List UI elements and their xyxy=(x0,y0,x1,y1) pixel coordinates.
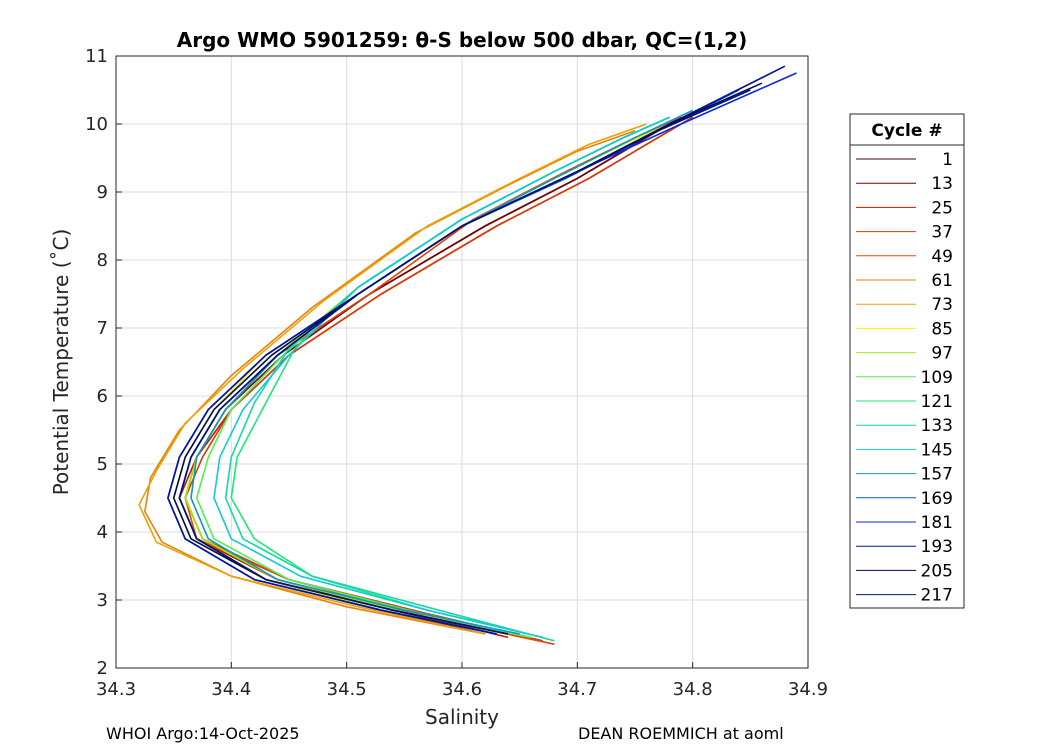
x-tick-label: 34.5 xyxy=(327,679,367,700)
series-line-cycle-145 xyxy=(213,116,670,639)
series-line-cycle-73 xyxy=(138,123,647,635)
legend-label-37: 37 xyxy=(931,223,953,243)
legend-label-25: 25 xyxy=(931,198,953,218)
footer-source-date: WHOI Argo:14-Oct-2025 xyxy=(106,724,300,743)
x-tick-label: 34.6 xyxy=(442,679,482,700)
y-tick-label: 4 xyxy=(97,522,108,543)
legend-label-193: 193 xyxy=(921,537,953,557)
legend: Cycle # 1 13 25 37 49 61 73 85 97 109 121 133 145 157… xyxy=(849,113,965,609)
x-axis-label: Salinity xyxy=(425,705,499,729)
legend-label-73: 73 xyxy=(931,295,953,315)
series-line-cycle-157 xyxy=(190,109,694,635)
legend-label-145: 145 xyxy=(921,440,953,460)
legend-label-121: 121 xyxy=(921,392,953,412)
axis-ticks: 34.3 34.4 34.5 34.6 34.7 34.8 34.9 2 3 4 5 6 7 8 9 10 11 xyxy=(85,46,828,700)
legend-label-13: 13 xyxy=(931,174,953,194)
legend-label-109: 109 xyxy=(921,368,953,388)
y-axis-label: Potential Temperature (˚C) xyxy=(49,229,73,496)
legend-label-157: 157 xyxy=(921,465,953,485)
x-tick-label: 34.9 xyxy=(788,679,828,700)
plot-series xyxy=(138,65,797,645)
x-tick-label: 34.7 xyxy=(557,679,597,700)
y-tick-label: 5 xyxy=(97,454,108,475)
y-tick-label: 8 xyxy=(97,250,108,271)
legend-label-1: 1 xyxy=(942,150,953,170)
legend-box xyxy=(849,113,965,609)
legend-label-85: 85 xyxy=(931,319,953,339)
x-tick-label: 34.4 xyxy=(211,679,251,700)
legend-entries: 1 13 25 37 49 61 73 85 97 109 121 133 145 157 169 181 19… xyxy=(856,150,953,606)
y-tick-label: 9 xyxy=(97,182,108,203)
legend-label-217: 217 xyxy=(921,586,953,606)
legend-label-133: 133 xyxy=(921,416,953,436)
x-tick-label: 34.3 xyxy=(96,679,136,700)
y-tick-label: 11 xyxy=(85,46,108,67)
legend-label-61: 61 xyxy=(931,271,953,291)
legend-label-205: 205 xyxy=(921,561,953,581)
chart-title: Argo WMO 5901259: θ-S below 500 dbar, QC… xyxy=(177,28,747,52)
legend-title: Cycle # xyxy=(871,121,942,141)
y-tick-label: 3 xyxy=(97,590,108,611)
x-tick-label: 34.8 xyxy=(673,679,713,700)
legend-label-169: 169 xyxy=(921,489,953,509)
legend-label-181: 181 xyxy=(921,513,953,533)
y-tick-label: 2 xyxy=(97,658,108,679)
legend-label-49: 49 xyxy=(931,247,953,267)
footer-author: DEAN ROEMMICH at aoml xyxy=(578,724,784,743)
y-tick-label: 6 xyxy=(97,386,108,407)
y-tick-label: 10 xyxy=(85,114,108,135)
y-tick-label: 7 xyxy=(97,318,108,339)
legend-label-97: 97 xyxy=(931,344,953,364)
series-line-cycle-217 xyxy=(178,89,751,635)
